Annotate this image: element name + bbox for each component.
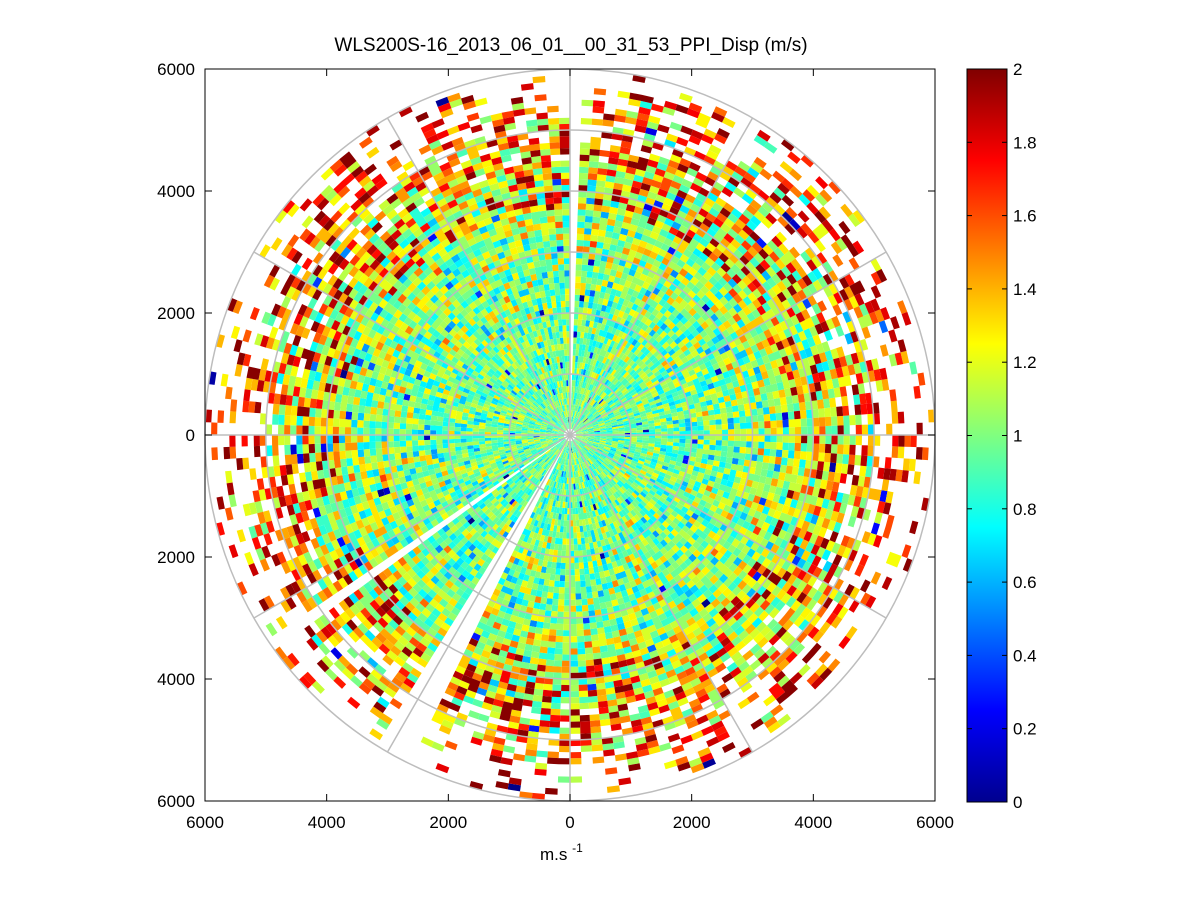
y-tick-label: 0 [186,426,195,445]
x-axis-label-superscript: -1 [572,841,583,855]
colorbar-tick-label: 2 [1013,60,1022,79]
colorbar-tick-label: 0.2 [1013,720,1037,739]
colorbar-tick-label: 1.2 [1013,353,1037,372]
scan-cells-bin-59 [248,118,905,766]
chart-title: WLS200S-16_2013_06_01__00_31_53_PPI_Disp… [334,35,807,56]
x-tick-label: 6000 [186,813,224,832]
x-tick-label: 6000 [916,813,954,832]
y-tick-label: 2000 [157,548,195,567]
y-tick-label: 4000 [157,670,195,689]
x-axis-label: m.s -1 [540,841,583,864]
scan-cells-bin-37 [259,118,884,770]
azimuth-spoke-60 [569,251,887,436]
y-tick-label: 4000 [157,182,195,201]
colorbar-tick-label: 0.8 [1013,500,1037,519]
colorbar [966,68,1008,803]
scan-cells-bin-43 [242,108,910,751]
scan-cells-bin-55 [215,106,892,758]
scan-cells-bin-25 [278,100,830,662]
colorbar-tick-label: 0.6 [1013,573,1037,592]
azimuth-spoke-120 [569,434,887,619]
azimuth-spoke-300 [253,251,571,436]
colorbar-tick-label: 1 [1013,427,1022,446]
colorbar-tick-label: 0 [1013,793,1022,812]
azimuth-spoke-30 [569,117,754,436]
colorbar-axis: 0 0.2 0.4 0.6 0.8 1 1.2 1.4 1.6 1.8 2 [967,60,1037,812]
scan-cells-bin-34 [254,102,898,766]
colorbar-tick-label: 1.8 [1013,133,1037,152]
azimuth-spoke-240 [253,434,571,619]
x-tick-label: 2000 [673,813,711,832]
scan-cells-bin-21 [326,179,875,698]
colorbar-tick-label: 1.4 [1013,280,1037,299]
scan-cells-bin-32 [255,115,854,752]
colorbar-tick-label: 1.6 [1013,207,1037,226]
x-tick-label: 4000 [308,813,346,832]
x-tick-label: 4000 [794,813,832,832]
y-tick-label: 2000 [157,304,195,323]
x-tick-label: 2000 [429,813,467,832]
azimuth-spoke-150 [569,434,754,753]
y-tick-label: 6000 [157,60,195,79]
y-tick-label: 6000 [157,792,195,811]
x-axis-label-base: m.s [540,845,567,864]
x-tick-label: 0 [565,813,574,832]
azimuth-spoke-210 [386,434,571,753]
colorbar-tick-label: 0.4 [1013,646,1037,665]
scan-cells-bin-19 [296,228,854,669]
axes: 6000 4000 2000 0 2000 4000 6000 6000 4000 2000 0 20… [157,60,954,832]
azimuth-spoke-330 [386,117,571,436]
